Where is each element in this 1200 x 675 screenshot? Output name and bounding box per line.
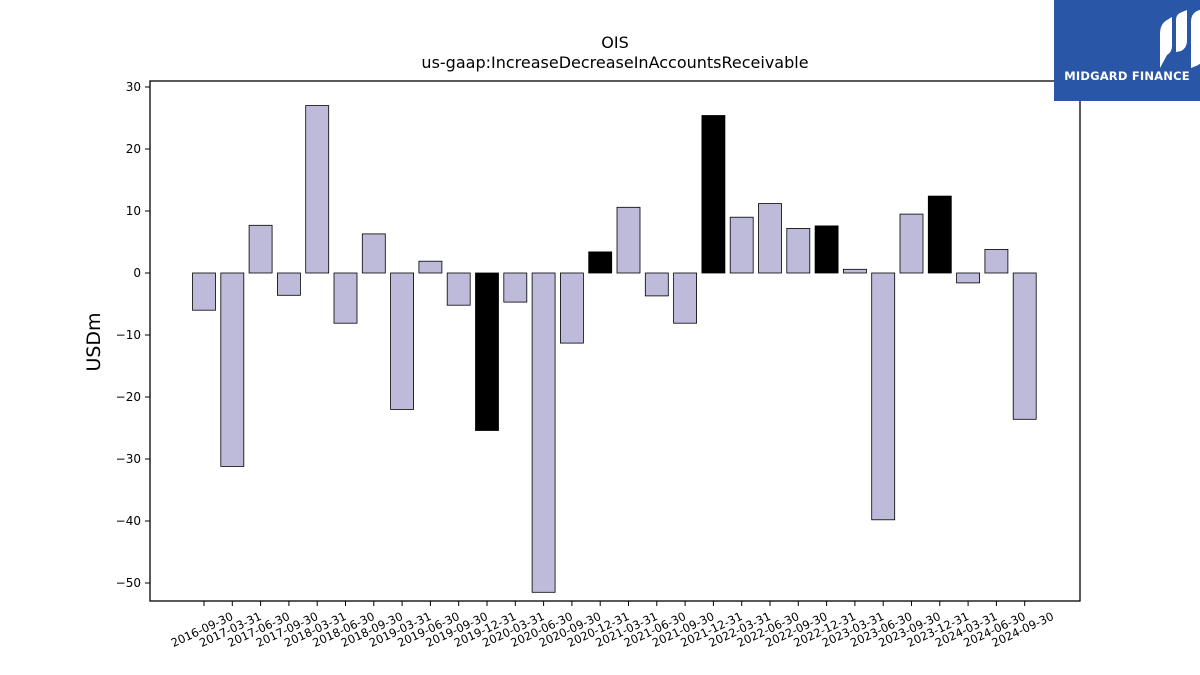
bar <box>248 224 273 274</box>
bars-group <box>192 105 1037 593</box>
bar <box>333 272 358 324</box>
bar <box>701 115 726 274</box>
bar <box>361 233 386 274</box>
bar <box>503 272 528 303</box>
bar <box>560 272 584 344</box>
bar <box>1012 272 1037 420</box>
y-axis-label: USDm <box>83 312 105 371</box>
bar <box>956 272 980 284</box>
y-tick-label: 0 <box>133 266 141 280</box>
x-axis: 2016-09-302017-03-312017-06-302017-09-30… <box>169 601 1056 650</box>
logo-mark-icon <box>1160 9 1200 68</box>
y-tick-label: 30 <box>126 80 141 94</box>
bar <box>588 251 613 274</box>
bar <box>984 248 1009 274</box>
logo-text: MIDGARD FINANCE <box>1064 69 1190 83</box>
chart-subtitle: us-gaap:IncreaseDecreaseInAccountsReceiv… <box>421 53 808 72</box>
bar <box>758 203 782 274</box>
bar <box>843 268 867 274</box>
bar <box>899 213 924 274</box>
bar <box>616 206 641 274</box>
bar <box>644 272 669 297</box>
bar <box>814 225 839 274</box>
y-tick-label: 20 <box>126 142 141 156</box>
bar <box>786 227 811 274</box>
bar <box>531 272 556 593</box>
bar <box>871 272 896 521</box>
chart-title: OIS <box>601 33 628 52</box>
bar <box>418 260 443 274</box>
bar <box>927 195 952 274</box>
y-axis: 30 20 10 0 −10 −20 −30 −40 −50 <box>116 80 150 590</box>
bar <box>276 272 301 296</box>
y-tick-label: −40 <box>116 514 141 528</box>
y-tick-label: −50 <box>116 576 141 590</box>
bar <box>192 272 216 311</box>
bar <box>475 272 499 431</box>
bar <box>446 272 471 306</box>
bar <box>729 216 754 274</box>
y-tick-label: −20 <box>116 390 141 404</box>
y-tick-label: 10 <box>126 204 141 218</box>
y-tick-label: −30 <box>116 452 141 466</box>
plot-frame <box>149 80 1081 602</box>
bar <box>390 272 415 410</box>
bar <box>305 105 330 274</box>
bar <box>220 272 245 467</box>
bar <box>673 272 697 324</box>
brand-logo: MIDGARD FINANCE <box>1054 0 1200 101</box>
y-tick-label: −10 <box>116 328 141 342</box>
